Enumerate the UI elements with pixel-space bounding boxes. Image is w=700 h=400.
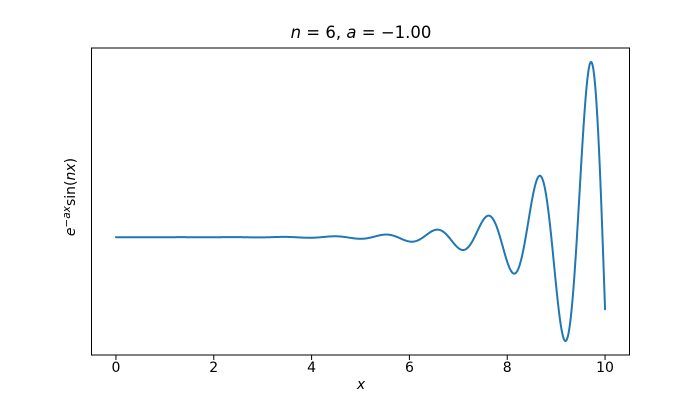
text-segment: − bbox=[61, 218, 73, 228]
series-line bbox=[114, 60, 607, 343]
x-axis-label: x bbox=[356, 377, 366, 393]
axes-spines bbox=[91, 47, 630, 356]
text-segment: = −1.00 bbox=[356, 23, 432, 42]
text-segment: n bbox=[290, 23, 302, 42]
text-segment: ( bbox=[63, 180, 79, 186]
text-segment: ) bbox=[63, 157, 79, 164]
text-segment: a bbox=[346, 23, 357, 42]
text-segment: e bbox=[63, 227, 79, 237]
text-segment: = 6, bbox=[301, 23, 347, 42]
chart-title: n = 6, a = −1.00 bbox=[92, 23, 630, 42]
text-segment: ax bbox=[61, 206, 73, 219]
y-axis-label: e−axsin(nx) bbox=[61, 157, 79, 237]
text-segment: sin bbox=[63, 185, 79, 207]
text-segment: nx bbox=[63, 163, 79, 181]
